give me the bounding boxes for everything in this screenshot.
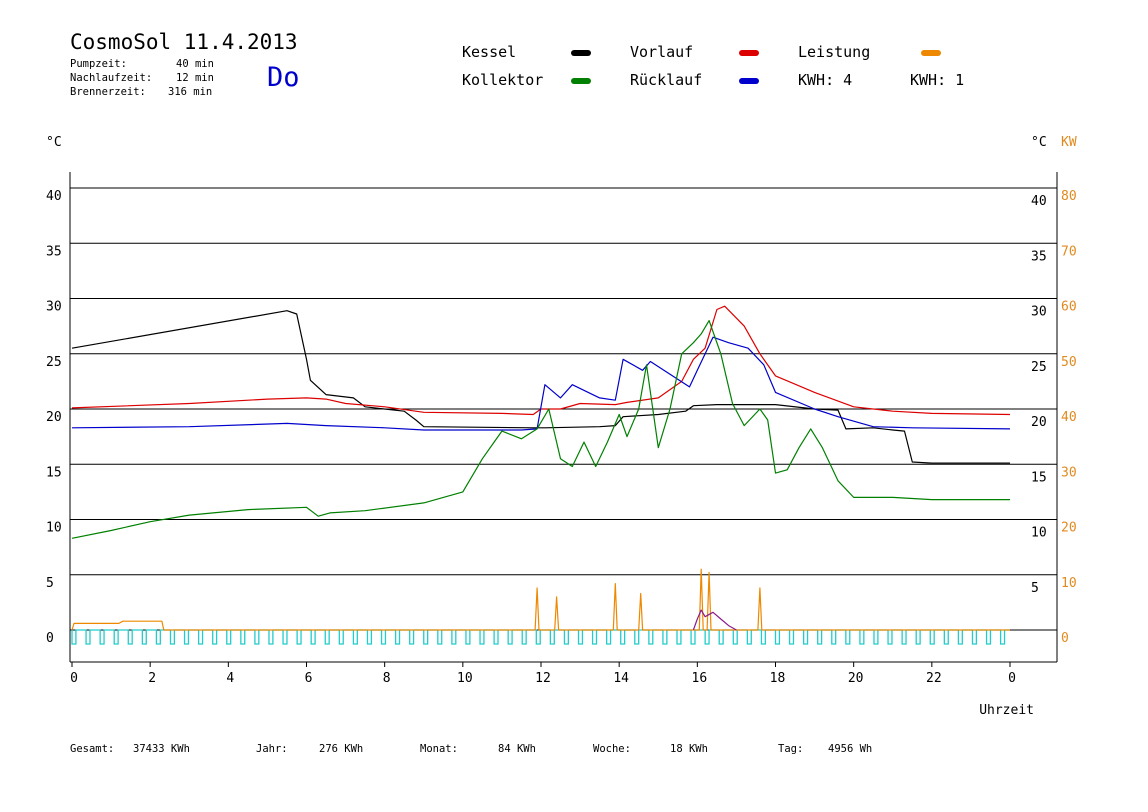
y-left-tick-label: 5: [46, 576, 54, 591]
x-tick-label: 16: [692, 671, 708, 686]
footer-monat-label: Monat:: [420, 743, 458, 755]
y-right2-unit: KW: [1061, 135, 1077, 150]
x-tick-label: 2: [148, 671, 156, 686]
y-right-tick-label: 30: [1031, 305, 1047, 320]
y-right2-tick-label: 60: [1061, 300, 1077, 315]
series-vorlauf: [71, 305, 1011, 416]
y-left-tick-label: 35: [46, 244, 62, 259]
legend-kwh-orange: KWH: 4: [798, 71, 853, 89]
series-leistung: [71, 568, 1010, 631]
footer-monat-value: 84 KWh: [498, 743, 536, 755]
y-left-tick-label: 15: [46, 465, 62, 480]
y-left-tick-label: 20: [46, 410, 62, 425]
x-tick-label: 10: [457, 671, 473, 686]
y-right-tick-label: 40: [1031, 194, 1047, 209]
info-nachlaufzeit-value: 12 min: [176, 72, 214, 84]
legend-ruecklauf-label: Rücklauf: [630, 71, 703, 89]
legend-leistung-swatch: [921, 50, 941, 56]
y-right-unit: °C: [1031, 135, 1047, 150]
x-tick-label: 12: [535, 671, 551, 686]
legend-kollektor-label: Kollektor: [462, 71, 544, 89]
legend-kollektor-swatch: [571, 78, 591, 84]
legend-vorlauf-swatch: [739, 50, 759, 56]
footer-tag-label: Tag:: [778, 743, 804, 755]
footer-gesamt-label: Gesamt:: [70, 743, 115, 755]
x-tick-label: 4: [226, 671, 234, 686]
info-pumpzeit-label: Pumpzeit:: [70, 58, 127, 70]
footer-tag-value: 4956 Wh: [828, 743, 873, 755]
y-right2-tick-label: 20: [1061, 521, 1077, 536]
y-right2-tick-label: 40: [1061, 410, 1077, 425]
series-r-cklauf: [71, 336, 1011, 431]
legend-kwh-purple: KWH: 1: [910, 71, 965, 89]
y-left-tick-label: 30: [46, 300, 62, 315]
footer-gesamt-value: 37433 KWh: [133, 743, 190, 755]
footer-jahr-value: 276 KWh: [319, 743, 364, 755]
y-right-tick-label: 25: [1031, 360, 1047, 375]
footer-jahr-label: Jahr:: [256, 743, 288, 755]
y-right2-tick-label: 0: [1061, 631, 1069, 646]
x-tick-label: 0: [70, 671, 78, 686]
legend-leistung-label: Leistung: [798, 43, 871, 61]
x-tick-label: 18: [770, 671, 786, 686]
y-right-tick-label: 20: [1031, 415, 1047, 430]
x-tick-label: 8: [383, 671, 391, 686]
footer-woche-label: Woche:: [593, 743, 631, 755]
pump-state-line: [71, 629, 1010, 645]
y-right2-tick-label: 30: [1061, 465, 1077, 480]
info-brennerzeit-label: Brennerzeit:: [70, 86, 146, 98]
y-right-tick-label: 5: [1031, 581, 1039, 596]
legend-kessel-swatch: [571, 50, 591, 56]
y-left-tick-label: 0: [46, 631, 54, 646]
series-kessel: [71, 310, 1010, 464]
x-tick-label: 6: [305, 671, 313, 686]
x-tick-label: 22: [926, 671, 942, 686]
y-right-tick-label: 10: [1031, 526, 1047, 541]
footer-woche-value: 18 KWh: [670, 743, 708, 755]
x-tick-label: 20: [848, 671, 864, 686]
info-pumpzeit-value: 40 min: [176, 58, 214, 70]
legend-ruecklauf-swatch: [739, 78, 759, 84]
y-left-unit: °C: [46, 135, 62, 150]
info-nachlaufzeit-label: Nachlaufzeit:: [70, 72, 153, 84]
y-right-tick-label: 15: [1031, 470, 1047, 485]
weekday-label: Do: [267, 62, 300, 93]
series-kwh-1: [692, 609, 737, 631]
info-brennerzeit-value: 316 min: [168, 86, 213, 98]
y-left-tick-label: 10: [46, 521, 62, 536]
x-tick-label: 0: [1008, 671, 1016, 686]
legend-vorlauf-label: Vorlauf: [630, 43, 694, 61]
series-kollektor: [71, 320, 1010, 539]
legend-kessel-label: Kessel: [462, 43, 517, 61]
x-tick-label: 14: [613, 671, 629, 686]
page-title: CosmoSol 11.4.2013: [70, 30, 298, 54]
y-right2-tick-label: 80: [1061, 189, 1077, 204]
y-right-tick-label: 35: [1031, 249, 1047, 264]
x-axis-label: Uhrzeit: [979, 703, 1034, 718]
y-right2-tick-label: 10: [1061, 576, 1077, 591]
y-right2-tick-label: 70: [1061, 244, 1077, 259]
y-left-tick-label: 40: [46, 189, 62, 204]
y-right2-tick-label: 50: [1061, 355, 1077, 370]
y-left-tick-label: 25: [46, 355, 62, 370]
